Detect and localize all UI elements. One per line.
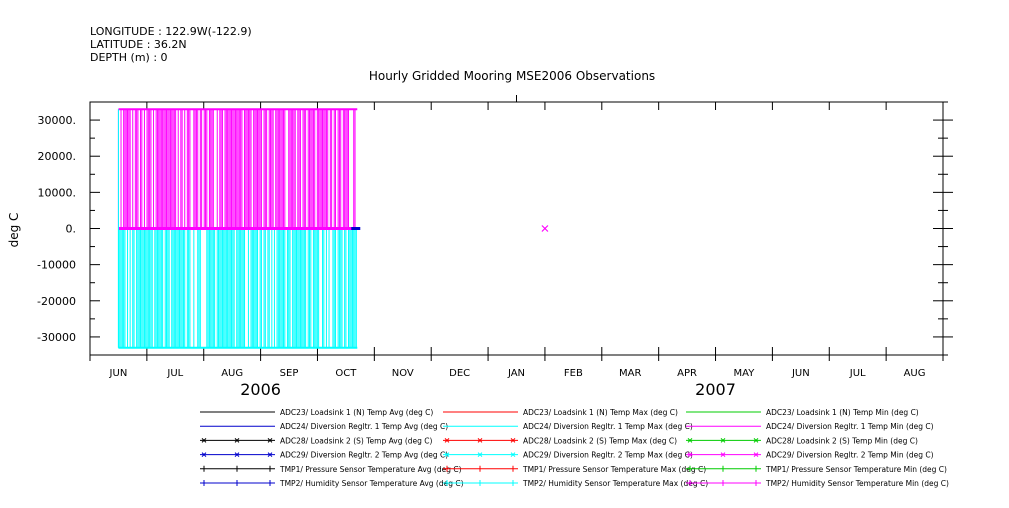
x-month-label: MAR (619, 368, 641, 379)
legend-marker (687, 438, 693, 443)
y-axis-label: deg C (7, 213, 21, 248)
y-axis: 30000. 20000. 10000. 0. -10000 -20000 -30000 (37, 101, 953, 356)
legend-label: TMP1/ Pressure Sensor Temperature Max (d… (522, 465, 706, 474)
legend-label: TMP1/ Pressure Sensor Temperature Min (d… (765, 465, 947, 474)
legend-label: TMP1/ Pressure Sensor Temperature Avg (d… (279, 465, 462, 474)
x-month-label: JUN (791, 368, 810, 379)
legend-marker (477, 452, 483, 457)
legend-marker (510, 452, 516, 457)
legend-label: ADC23/ Loadsink 1 (N) Temp Max (deg C) (523, 408, 678, 417)
legend-label: TMP2/ Humidity Sensor Temperature Min (d… (765, 479, 949, 488)
legend-label: TMP2/ Humidity Sensor Temperature Avg (d… (279, 479, 464, 488)
y-tick-label: -10000 (37, 259, 76, 272)
y-tick-label: 10000. (38, 186, 77, 199)
legend-marker (267, 452, 273, 457)
x-month-label: AUG (221, 368, 243, 379)
chart-title: Hourly Gridded Mooring MSE2006 Observati… (369, 69, 655, 83)
legend-marker (444, 452, 450, 457)
legend: ADC23/ Loadsink 1 (N) Temp Avg (deg C) AD… (200, 408, 949, 488)
y-tick-label: 0. (66, 223, 77, 236)
legend-marker (687, 452, 693, 457)
y-tick-label: -30000 (37, 331, 76, 344)
legend-label: ADC29/ Diversion Regltr. 2 Temp Min (deg… (766, 451, 934, 460)
legend-label: ADC28/ Loadsink 2 (S) Temp Max (deg C) (523, 436, 677, 445)
x-month-label: JUN (109, 368, 128, 379)
legend-marker (201, 452, 207, 457)
legend-marker (201, 438, 207, 443)
plot-frame (89, 95, 944, 356)
x-month-label: MAY (734, 368, 756, 379)
legend-label: ADC28/ Loadsink 2 (S) Temp Avg (deg C) (280, 436, 433, 445)
y-tick-label: 20000. (38, 150, 77, 163)
legend-marker (477, 438, 483, 443)
legend-label: ADC23/ Loadsink 1 (N) Temp Avg (deg C) (280, 408, 433, 417)
legend-marker (234, 452, 240, 457)
legend-marker (753, 438, 759, 443)
x-year-label: 2006 (240, 380, 281, 399)
x-month-label: JUL (166, 368, 183, 379)
legend-marker (444, 438, 450, 443)
x-axis: JUN JUL AUG SEP OCT NOV DEC JAN FEB MAR APR MAY JUN J… (89, 102, 944, 399)
x-month-label: FEB (564, 368, 583, 379)
y-tick-label: -20000 (37, 295, 76, 308)
x-month-label: DEC (449, 368, 470, 379)
legend-marker (234, 438, 240, 443)
legend-label: ADC28/ Loadsink 2 (S) Temp Min (deg C) (766, 436, 918, 445)
legend-label: ADC24/ Diversion Regltr. 1 Temp Min (deg… (766, 422, 934, 431)
legend-marker (267, 438, 273, 443)
x-year-label: 2007 (695, 380, 736, 399)
isolated-point (541, 225, 549, 232)
legend-label: ADC24/ Diversion Regltr. 1 Temp Max (deg… (523, 422, 693, 431)
legend-label: TMP2/ Humidity Sensor Temperature Max (d… (522, 479, 708, 488)
legend-label: ADC29/ Diversion Regltr. 2 Temp Avg (deg… (280, 451, 448, 460)
legend-label: ADC29/ Diversion Regltr. 2 Temp Max (deg… (523, 451, 693, 460)
x-month-label: AUG (904, 368, 926, 379)
legend-marker (720, 452, 726, 457)
x-month-label: JUL (849, 368, 866, 379)
x-month-label: NOV (392, 368, 414, 379)
x-month-label: SEP (280, 368, 299, 379)
latitude-label: LATITUDE : 36.2N (90, 38, 187, 51)
x-month-label: APR (677, 368, 697, 379)
legend-label: ADC24/ Diversion Regltr. 1 Temp Avg (deg… (280, 422, 448, 431)
y-tick-label: 30000. (38, 114, 77, 127)
legend-label: ADC23/ Loadsink 1 (N) Temp Min (deg C) (766, 408, 919, 417)
data-marks (117, 108, 549, 349)
legend-marker (720, 438, 726, 443)
legend-marker (753, 452, 759, 457)
legend-marker (510, 438, 516, 443)
longitude-label: LONGITUDE : 122.9W(-122.9) (90, 25, 252, 38)
x-month-label: OCT (335, 368, 357, 379)
depth-label: DEPTH (m) : 0 (90, 51, 168, 64)
x-month-label: JAN (507, 368, 525, 379)
